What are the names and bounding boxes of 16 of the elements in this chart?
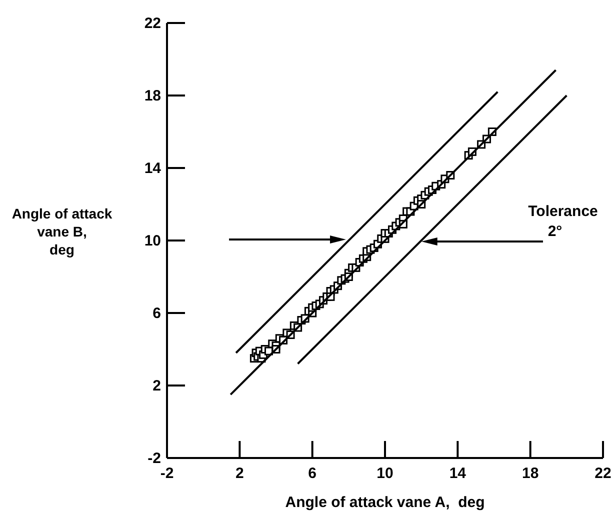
y-tick-label: 10 (144, 232, 161, 250)
x-tick-label: 22 (594, 465, 612, 482)
x-tick-label: 10 (376, 465, 394, 482)
x-axis-title: Angle of attack vane A, deg (285, 494, 485, 511)
x-tick-label: 18 (522, 465, 539, 482)
annotation: Tolerance 2° (528, 203, 598, 240)
x-tick-label: 2 (235, 465, 244, 482)
y-tick-label: 14 (144, 160, 162, 177)
x-tick-label: 6 (308, 465, 317, 482)
y-tick-label: 22 (144, 15, 161, 32)
y-axis-title: Angle of attack vane B, deg (12, 206, 112, 258)
y-tick-label: -2 (148, 450, 161, 467)
x-tick-label: 14 (449, 465, 467, 482)
y-tick-label: 2 (152, 378, 161, 394)
y-tick-label: 18 (144, 88, 161, 104)
y-tick-label: 6 (152, 305, 161, 322)
